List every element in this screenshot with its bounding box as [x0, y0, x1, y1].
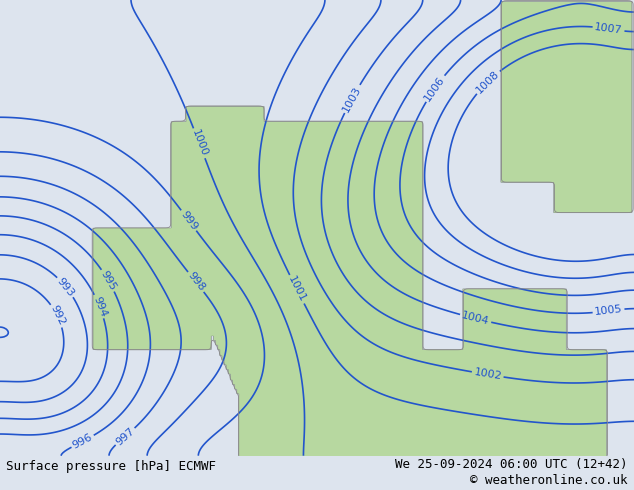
Text: 1001: 1001 [286, 274, 307, 304]
Text: 1002: 1002 [473, 368, 502, 382]
Text: Surface pressure [hPa] ECMWF: Surface pressure [hPa] ECMWF [6, 460, 216, 473]
Text: 999: 999 [178, 209, 199, 232]
Text: 1006: 1006 [423, 74, 447, 103]
Text: 992: 992 [48, 304, 67, 327]
Text: © weatheronline.co.uk: © weatheronline.co.uk [470, 474, 628, 488]
Text: 994: 994 [91, 294, 108, 318]
Text: 1000: 1000 [190, 128, 209, 158]
Text: 1003: 1003 [341, 84, 363, 114]
Text: 998: 998 [185, 270, 207, 294]
Text: 996: 996 [71, 432, 94, 451]
Text: 1004: 1004 [461, 310, 491, 327]
Text: 997: 997 [113, 426, 136, 447]
Text: 1008: 1008 [474, 69, 501, 96]
Text: We 25-09-2024 06:00 UTC (12+42): We 25-09-2024 06:00 UTC (12+42) [395, 458, 628, 471]
Text: 1007: 1007 [594, 22, 623, 36]
Text: 1005: 1005 [594, 304, 623, 318]
Text: 995: 995 [98, 269, 118, 292]
Text: 993: 993 [55, 275, 76, 298]
